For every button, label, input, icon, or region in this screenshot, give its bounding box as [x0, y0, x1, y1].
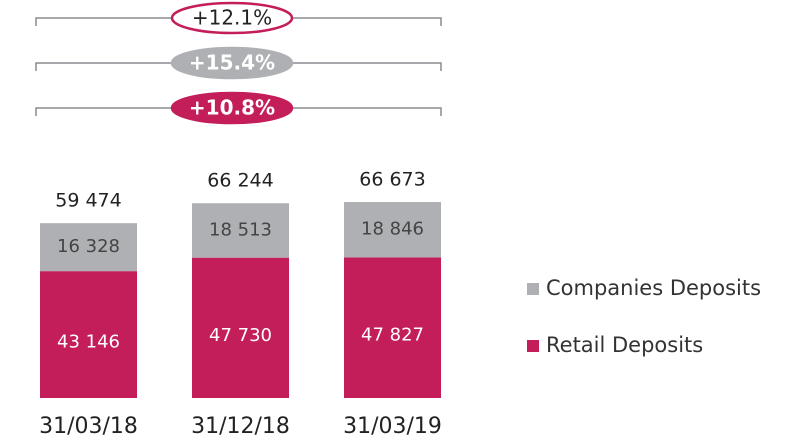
annotation-badge: [170, 1, 294, 35]
total-label: 66 673: [359, 168, 425, 190]
x-tick-label: 31/03/18: [39, 414, 138, 439]
total-label: 59 474: [55, 190, 121, 212]
x-tick-label: 31/12/18: [191, 414, 290, 439]
total-label: 66 244: [207, 170, 273, 192]
legend-swatch: [527, 283, 539, 295]
bar-segment: [344, 257, 441, 398]
annotation-badge: [170, 46, 294, 80]
legend-label: Retail Deposits: [546, 333, 703, 357]
bar-segment: [40, 271, 137, 398]
segment-label: 18 846: [361, 219, 424, 240]
annotation-text: +12.1%: [192, 6, 272, 30]
bar-segment: [192, 257, 289, 398]
segment-label: 18 513: [209, 219, 272, 240]
legend-swatch: [527, 340, 539, 352]
bar-segment: [40, 223, 137, 272]
segment-label: 43 146: [57, 332, 120, 353]
segment-label: 47 730: [209, 325, 272, 346]
bar-segment: [192, 203, 289, 258]
annotation-text: +10.8%: [189, 96, 275, 120]
bar-segment: [344, 201, 441, 258]
annotation-badge: [170, 91, 294, 125]
x-tick-label: 31/03/19: [343, 414, 442, 439]
legend-label: Companies Deposits: [546, 276, 761, 300]
annotation-text: +15.4%: [189, 51, 275, 75]
segment-label: 47 827: [361, 325, 424, 346]
segment-label: 16 328: [57, 236, 120, 257]
